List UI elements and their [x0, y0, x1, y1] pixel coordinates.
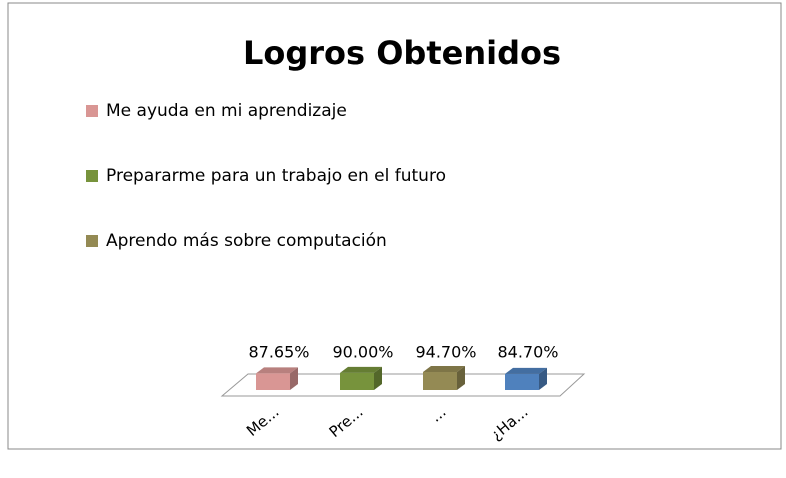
- legend-swatch: [86, 105, 98, 117]
- legend-swatch: [86, 235, 98, 247]
- bar-face: [539, 367, 547, 390]
- bar-face: [423, 372, 457, 390]
- legend-swatch: [86, 170, 98, 182]
- legend-label: Me ayuda en mi aprendizaje: [106, 101, 347, 121]
- value-label: 94.70%: [415, 343, 476, 362]
- bar-face: [256, 367, 298, 374]
- bar-face: [505, 373, 539, 390]
- chart-title: Logros Obtenidos: [243, 34, 561, 72]
- bar: [423, 366, 465, 390]
- floor: [220, 373, 586, 397]
- bar-face: [457, 366, 465, 390]
- legend-label: Prepararme para un trabajo en el futuro: [106, 166, 446, 186]
- bar: [505, 367, 547, 390]
- value-label: 90.00%: [332, 343, 393, 362]
- bar-face: [340, 366, 382, 373]
- bar-face: [423, 366, 465, 373]
- bar-face: [505, 367, 547, 374]
- bar-face: [256, 373, 290, 390]
- bar-face: [374, 366, 382, 390]
- legend-label: Aprendo más sobre computación: [106, 231, 387, 251]
- value-label: 84.70%: [497, 343, 558, 362]
- bar: [256, 367, 298, 390]
- bar: [340, 366, 382, 390]
- value-label: 87.65%: [248, 343, 309, 362]
- bar-face: [290, 367, 298, 390]
- bar-face: [340, 372, 374, 390]
